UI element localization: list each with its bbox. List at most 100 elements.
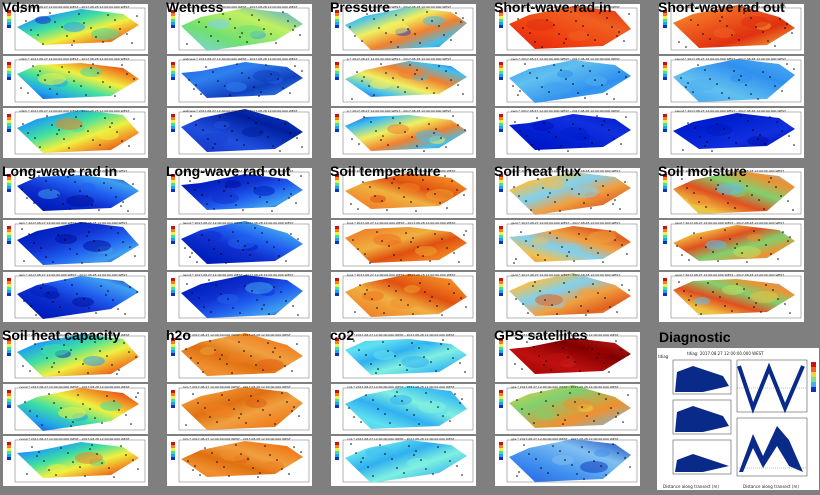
sensor-point — [240, 413, 242, 415]
colorbar-segment — [499, 290, 503, 293]
colorbar-segment — [663, 120, 667, 123]
sensor-point — [359, 284, 361, 286]
colorbar-segment — [499, 174, 503, 177]
sensor-point — [556, 237, 558, 239]
colorbar-segment — [171, 393, 175, 396]
sensor-point — [392, 117, 394, 119]
colorbar-segment — [171, 278, 175, 281]
map-panel: vdsm.* 2017.08.27 12:00:00.000 WEST - 20… — [3, 108, 148, 158]
sensor-point — [707, 282, 709, 284]
map-panel: vdsm.* 2017.08.27 12:00:00.000 WEST - 20… — [3, 4, 148, 54]
sensor-point — [37, 74, 39, 76]
sensor-point — [267, 136, 269, 138]
sensor-point — [584, 137, 586, 139]
sensor-point — [349, 26, 351, 28]
diagnostic-colorbar-segment — [811, 362, 816, 367]
sensor-point — [73, 40, 75, 42]
sensor-point — [572, 123, 574, 125]
sensor-point — [447, 348, 449, 350]
sensor-point — [757, 138, 759, 140]
colorbar-segment — [7, 126, 11, 129]
sensor-point — [26, 473, 28, 475]
colorbar-segment — [499, 293, 503, 296]
colorbar-segment — [663, 117, 667, 120]
sensor-point — [22, 365, 24, 367]
sensor-point — [400, 259, 402, 261]
sensor-point — [551, 304, 553, 306]
sensor-point — [717, 260, 719, 262]
sensor-point — [216, 461, 218, 463]
colorbar-segment — [499, 68, 503, 71]
sensor-point — [42, 43, 44, 45]
field-blob — [200, 347, 216, 355]
sensor-point — [212, 147, 214, 149]
sensor-point — [260, 91, 262, 93]
sensor-point — [120, 445, 122, 447]
sensor-point — [47, 292, 49, 294]
sensor-point — [428, 123, 430, 125]
sensor-point — [229, 94, 231, 96]
colorbar-segment — [499, 390, 503, 393]
colorbar-segment — [499, 442, 503, 445]
sensor-point — [388, 245, 390, 247]
sensor-point — [209, 340, 211, 342]
colorbar-segment — [171, 347, 175, 350]
colorbar-segment — [171, 13, 175, 16]
field-blob — [228, 353, 250, 363]
sensor-point — [528, 453, 530, 455]
sensor-point — [31, 446, 33, 448]
panel-header: co2.* 2017.08.27 12:00:00.000 WEST - 201… — [347, 333, 455, 337]
sensor-point — [414, 33, 416, 35]
sensor-point — [396, 467, 398, 469]
map-panel: cvsoil.* 2017.08.27 12:00:00.000 WEST - … — [3, 384, 148, 434]
sensor-point — [62, 203, 64, 205]
field-blob — [716, 183, 744, 195]
sensor-point — [746, 261, 748, 263]
panel-header: qsoil.* 2017.08.27 12:00:00.000 WEST - 2… — [675, 273, 785, 277]
field-blob — [75, 452, 103, 464]
sensor-point — [463, 234, 465, 236]
field-blob — [253, 186, 275, 196]
field-blob — [100, 401, 122, 411]
sensor-point — [596, 115, 598, 117]
sensor-point — [589, 70, 591, 72]
sensor-point — [416, 69, 418, 71]
sensor-point — [72, 421, 74, 423]
sensor-point — [249, 254, 251, 256]
colorbar-segment — [499, 454, 503, 457]
map-panel: swin.* 2017.08.27 12:00:00.000 WEST - 20… — [495, 4, 640, 54]
map-panel: lwout.* 2017.08.27 12:00:00.000 WEST - 2… — [167, 220, 312, 270]
field-blob — [91, 28, 119, 40]
sensor-point — [45, 256, 47, 258]
sensor-point — [557, 414, 559, 416]
sensor-point — [293, 446, 295, 448]
sensor-point — [611, 26, 613, 28]
sensor-point — [734, 247, 736, 249]
sensor-point — [38, 451, 40, 453]
sensor-point — [64, 279, 66, 281]
sensor-point — [793, 144, 795, 146]
diagnostic-title: Diagnostic — [659, 329, 731, 345]
sensor-point — [569, 392, 571, 394]
colorbar-segment — [171, 22, 175, 25]
sensor-point — [110, 187, 112, 189]
sensor-point — [252, 467, 254, 469]
sensor-point — [385, 32, 387, 34]
sensor-point — [91, 204, 93, 206]
field-blob — [705, 240, 727, 250]
variable-cell: Short-wave rad out swout.* 2017.08.27 12:… — [656, 0, 818, 162]
field-blob — [407, 458, 429, 468]
sensor-point — [739, 180, 741, 182]
axes-frame — [670, 223, 802, 267]
sensor-point — [605, 474, 607, 476]
colorbar-segment — [7, 287, 11, 290]
sensor-point — [519, 130, 521, 132]
colorbar-segment — [663, 284, 667, 287]
sensor-point — [762, 71, 764, 73]
sensor-point — [287, 20, 289, 22]
colorbar-segment — [663, 290, 667, 293]
variable-title: Soil moisture — [658, 163, 747, 179]
sensor-point — [381, 240, 383, 242]
colorbar-segment — [499, 126, 503, 129]
field-heatmap — [345, 115, 467, 151]
